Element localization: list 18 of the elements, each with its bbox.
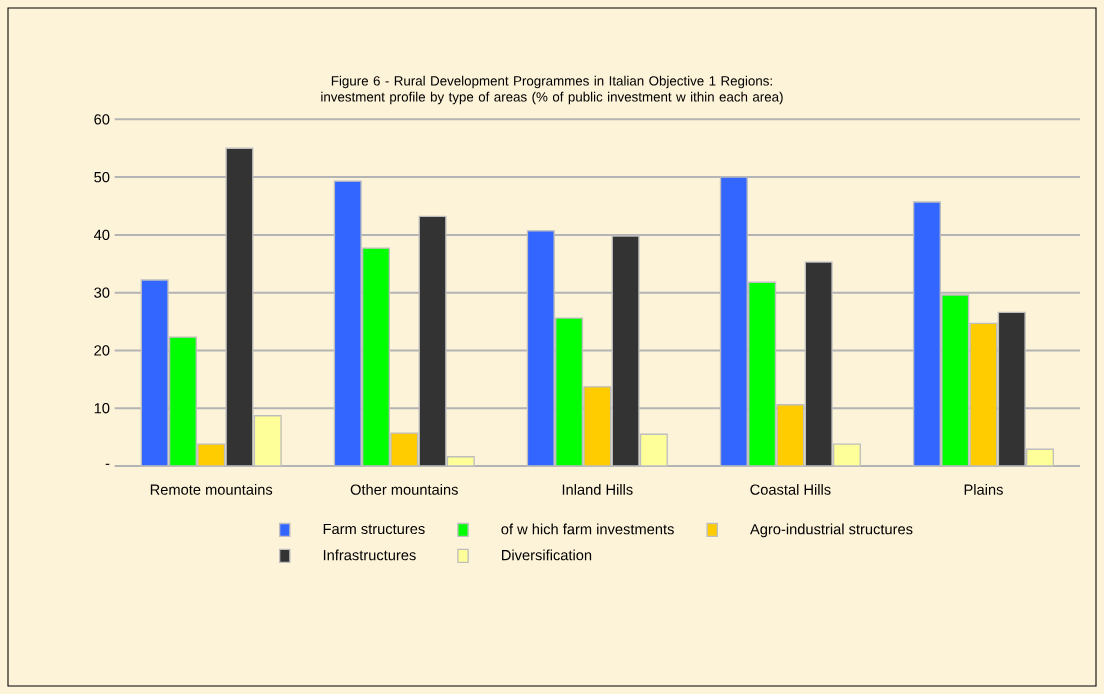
legend-label: Diversification — [502, 549, 592, 561]
y-tick-label: - — [105, 463, 110, 465]
x-tick-label: Remote mountains — [150, 484, 273, 495]
y-tick-label: 50 — [94, 171, 110, 183]
y-tick-label: 40 — [93, 229, 110, 241]
y-tick-label: 30 — [94, 287, 110, 298]
chart-title: Figure 6 - Rural Development Programmes in Italian Objective 1 Regions: investment profile by type of areas (% of public investment w ithin each area) — [321, 75, 783, 105]
legend-label: Infrastructures — [323, 549, 416, 561]
x-tick-label: Other mountains — [350, 484, 458, 495]
legend-label: of w hich farm investments — [501, 523, 674, 535]
legend-label: Agro-industrial structures — [750, 523, 913, 538]
x-tick-label: Coastal Hills — [750, 484, 831, 495]
y-tick-label: 10 — [94, 403, 110, 414]
y-tick-label: 20 — [94, 345, 110, 356]
legend-label: Farm structures — [323, 523, 425, 535]
x-tick-label: Plains — [964, 484, 1003, 495]
x-tick-label: Inland Hills — [562, 484, 633, 495]
y-tick-label: 60 — [94, 114, 110, 125]
